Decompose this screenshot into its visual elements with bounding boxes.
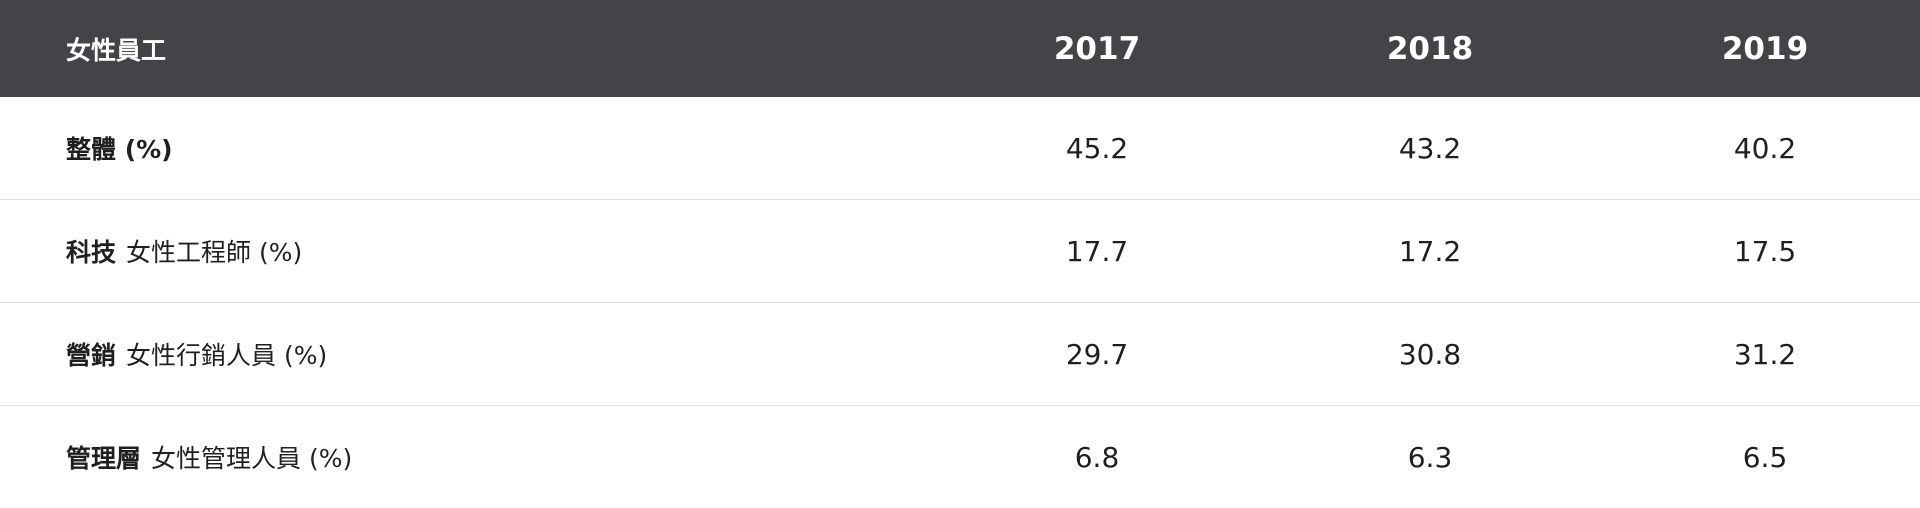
table-row: 科技 女性工程師 (%) 17.7 17.2 17.5 (0, 200, 1920, 303)
row-detail: 女性行銷人員 (%) (126, 341, 328, 370)
value-2019: 17.5 (1733, 234, 1797, 268)
value-2017: 29.7 (1065, 337, 1129, 371)
row-detail: 女性工程師 (%) (126, 238, 303, 267)
value-2017: 17.7 (1065, 234, 1129, 268)
value-2018: 30.8 (1398, 337, 1462, 371)
table-row: 管理層 女性管理人員 (%) 6.8 6.3 6.5 (0, 406, 1920, 508)
row-category: 管理層 (66, 444, 142, 473)
value-2018: 6.3 (1407, 440, 1453, 474)
value-2019: 31.2 (1733, 337, 1797, 371)
value-2019: 40.2 (1733, 131, 1797, 165)
row-label: 營銷 女性行銷人員 (%) (66, 303, 327, 405)
table-row: 整體 (%) 45.2 43.2 40.2 (0, 97, 1920, 200)
row-category: 科技 (66, 238, 117, 267)
row-label: 整體 (%) (66, 97, 173, 199)
row-category: 整體 (%) (66, 135, 173, 164)
header-year-2019: 2019 (1721, 30, 1809, 67)
row-label: 管理層 女性管理人員 (%) (66, 406, 352, 508)
value-2019: 6.5 (1742, 440, 1788, 474)
value-2017: 45.2 (1065, 131, 1129, 165)
value-2018: 43.2 (1398, 131, 1462, 165)
value-2018: 17.2 (1398, 234, 1462, 268)
row-label: 科技 女性工程師 (%) (66, 200, 302, 302)
header-year-2018: 2018 (1386, 30, 1474, 67)
value-2017: 6.8 (1074, 440, 1120, 474)
table-header-row: 女性員工 2017 2018 2019 (0, 0, 1920, 97)
row-category: 營銷 (66, 341, 117, 370)
header-year-2017: 2017 (1053, 30, 1141, 67)
row-detail: 女性管理人員 (%) (151, 444, 353, 473)
header-label: 女性員工 (66, 35, 167, 65)
table-row: 營銷 女性行銷人員 (%) 29.7 30.8 31.2 (0, 303, 1920, 406)
